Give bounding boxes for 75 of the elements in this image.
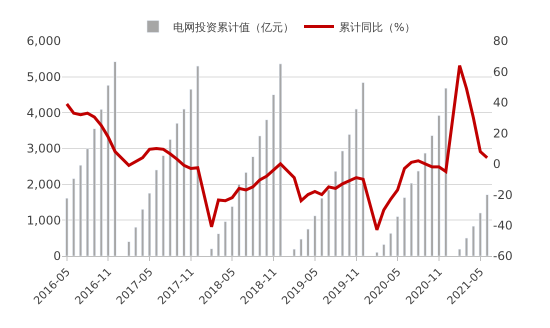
y-tick-label: 3,000 (26, 142, 61, 156)
bar (410, 183, 413, 256)
bar (306, 228, 310, 256)
bar (354, 108, 358, 256)
bar (72, 178, 76, 256)
y2-tick-label: 0 (493, 157, 501, 172)
y-tick-label: 6,000 (26, 34, 61, 48)
bar (278, 64, 282, 256)
bar (148, 193, 151, 256)
y2-tick-label: -40 (493, 218, 513, 232)
bar (272, 94, 276, 256)
bar (334, 171, 338, 256)
line-series (65, 64, 489, 232)
bar (348, 134, 351, 256)
bar (100, 109, 103, 256)
bar (196, 66, 200, 256)
bar (430, 135, 434, 256)
bar (92, 128, 96, 256)
y-tick-label: 4,000 (26, 106, 61, 120)
y2-tick-label: 20 (493, 126, 508, 140)
bar (389, 233, 392, 256)
bar (472, 226, 475, 256)
bar (134, 227, 138, 256)
bar (458, 248, 462, 256)
bar (444, 88, 448, 256)
bar (182, 108, 186, 256)
bar (114, 62, 117, 256)
y-tick-label: 5,000 (26, 70, 61, 84)
bar (127, 241, 130, 256)
bar (382, 244, 386, 256)
bar (189, 89, 192, 256)
bar (168, 139, 172, 256)
bar (292, 248, 296, 256)
y2-tick-label: 40 (493, 96, 508, 110)
bar (258, 136, 262, 256)
bar (341, 150, 344, 256)
bar (244, 172, 248, 256)
y-tick-label: 0 (53, 249, 61, 264)
bar (396, 216, 400, 256)
bar (224, 221, 227, 256)
bar (216, 234, 220, 256)
bar (176, 123, 179, 256)
y-tick-label: 1,000 (26, 213, 61, 228)
bar (424, 152, 427, 256)
bar (375, 252, 378, 256)
y2-tick-label: 60 (493, 64, 508, 79)
bar (362, 82, 365, 256)
bar (403, 197, 406, 256)
y2-tick-label: -20 (493, 188, 513, 202)
bar (251, 156, 254, 256)
bar (327, 190, 330, 256)
y2-tick-label: -60 (493, 249, 513, 264)
bar (86, 148, 89, 256)
bar (141, 209, 144, 256)
bar (154, 170, 158, 256)
legend-label: 累计同比（%） (339, 20, 416, 34)
bar (486, 194, 489, 256)
bar (106, 85, 110, 256)
bar (230, 206, 234, 256)
bar (465, 238, 468, 256)
bar (416, 170, 420, 256)
bar (265, 120, 268, 256)
bar (65, 198, 68, 256)
bar (313, 216, 316, 256)
bar (300, 238, 303, 256)
legend-label: 电网投资累计值（亿元） (173, 20, 294, 34)
bar (210, 248, 213, 256)
bar (79, 165, 82, 256)
y-tick-label: 2,000 (26, 178, 61, 192)
bar (437, 115, 440, 256)
bar (320, 198, 324, 256)
bar (162, 155, 165, 256)
y2-tick-label: 80 (493, 34, 508, 48)
bar (478, 212, 482, 256)
bar (238, 184, 241, 256)
